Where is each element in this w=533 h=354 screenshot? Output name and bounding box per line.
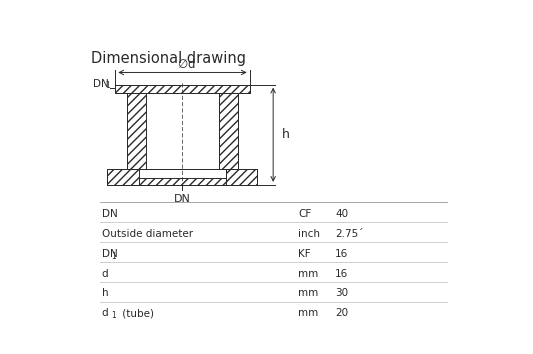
Text: DN: DN	[93, 79, 109, 89]
Bar	[219, 93, 238, 169]
Text: DN: DN	[174, 194, 191, 204]
Bar	[139, 178, 226, 185]
Text: DN: DN	[102, 209, 117, 219]
Text: 1: 1	[111, 252, 116, 261]
Text: 16: 16	[335, 249, 349, 259]
Text: h: h	[282, 128, 290, 141]
Bar	[146, 93, 219, 169]
Text: $\varnothing$d: $\varnothing$d	[177, 57, 196, 71]
Text: $\varnothing$d$_1$: $\varnothing$d$_1$	[174, 111, 199, 127]
Text: 2.75´: 2.75´	[335, 229, 364, 239]
Bar	[115, 85, 249, 93]
Text: mm: mm	[298, 289, 318, 298]
Bar	[126, 93, 146, 169]
Text: d: d	[102, 308, 108, 318]
Text: 16: 16	[335, 269, 349, 279]
Text: mm: mm	[298, 269, 318, 279]
Bar	[107, 169, 139, 185]
Text: 40: 40	[335, 209, 348, 219]
Text: inch: inch	[298, 229, 320, 239]
Text: 1: 1	[106, 81, 110, 90]
Text: KF: KF	[298, 249, 311, 259]
Text: 30: 30	[335, 289, 348, 298]
Text: d: d	[102, 269, 108, 279]
Text: 1: 1	[111, 311, 116, 320]
Bar	[226, 169, 257, 185]
Text: h: h	[102, 289, 108, 298]
Text: CF: CF	[298, 209, 311, 219]
Text: Outside diameter: Outside diameter	[102, 229, 193, 239]
Text: Dimensional drawing: Dimensional drawing	[92, 51, 246, 65]
Text: (tube): (tube)	[119, 308, 154, 318]
Text: DN: DN	[102, 249, 117, 259]
Text: 20: 20	[335, 308, 348, 318]
Text: mm: mm	[298, 308, 318, 318]
